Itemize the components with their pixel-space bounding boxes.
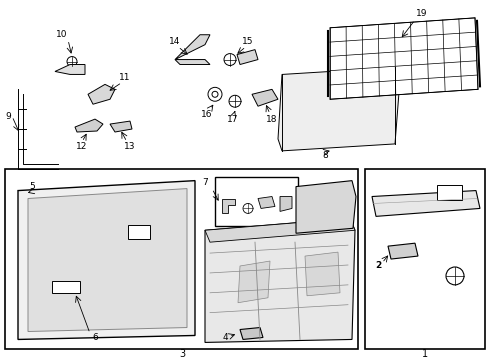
Polygon shape: [280, 197, 291, 211]
Bar: [128, 225, 150, 239]
Text: 19: 19: [415, 9, 427, 18]
Polygon shape: [204, 219, 354, 242]
Bar: [215, 177, 297, 226]
Text: 7: 7: [202, 178, 207, 187]
Text: 11: 11: [119, 73, 130, 82]
Bar: [436, 185, 461, 201]
Text: 17: 17: [227, 114, 238, 123]
Polygon shape: [222, 198, 235, 213]
Polygon shape: [18, 181, 195, 339]
Text: 2: 2: [374, 261, 380, 270]
Bar: [364, 169, 484, 349]
Polygon shape: [175, 59, 209, 64]
Text: 14: 14: [169, 37, 181, 46]
Text: 6: 6: [92, 333, 98, 342]
Polygon shape: [55, 64, 85, 75]
Text: 4: 4: [222, 333, 227, 342]
Text: 9: 9: [5, 112, 11, 121]
Text: 13: 13: [124, 143, 136, 152]
Text: 18: 18: [265, 114, 277, 123]
Polygon shape: [305, 252, 339, 296]
Polygon shape: [371, 190, 479, 216]
Text: 16: 16: [201, 110, 212, 119]
Polygon shape: [237, 50, 258, 64]
Polygon shape: [240, 328, 263, 339]
Text: 15: 15: [242, 37, 253, 46]
Polygon shape: [175, 35, 209, 59]
Polygon shape: [238, 261, 269, 303]
Text: 1: 1: [421, 349, 427, 359]
Text: 3: 3: [179, 349, 184, 359]
Polygon shape: [258, 197, 274, 208]
Polygon shape: [295, 181, 355, 233]
Polygon shape: [28, 189, 186, 332]
Polygon shape: [251, 89, 278, 106]
Text: 5: 5: [29, 182, 35, 191]
Polygon shape: [329, 18, 477, 99]
Polygon shape: [278, 67, 399, 151]
Text: 8: 8: [322, 151, 327, 160]
Bar: [52, 281, 80, 293]
Polygon shape: [110, 121, 132, 132]
Polygon shape: [204, 219, 354, 342]
Bar: [5, 169, 357, 349]
Text: 10: 10: [56, 30, 68, 39]
Polygon shape: [88, 84, 115, 104]
Polygon shape: [75, 119, 103, 132]
Polygon shape: [387, 243, 417, 259]
Text: 12: 12: [76, 143, 87, 152]
